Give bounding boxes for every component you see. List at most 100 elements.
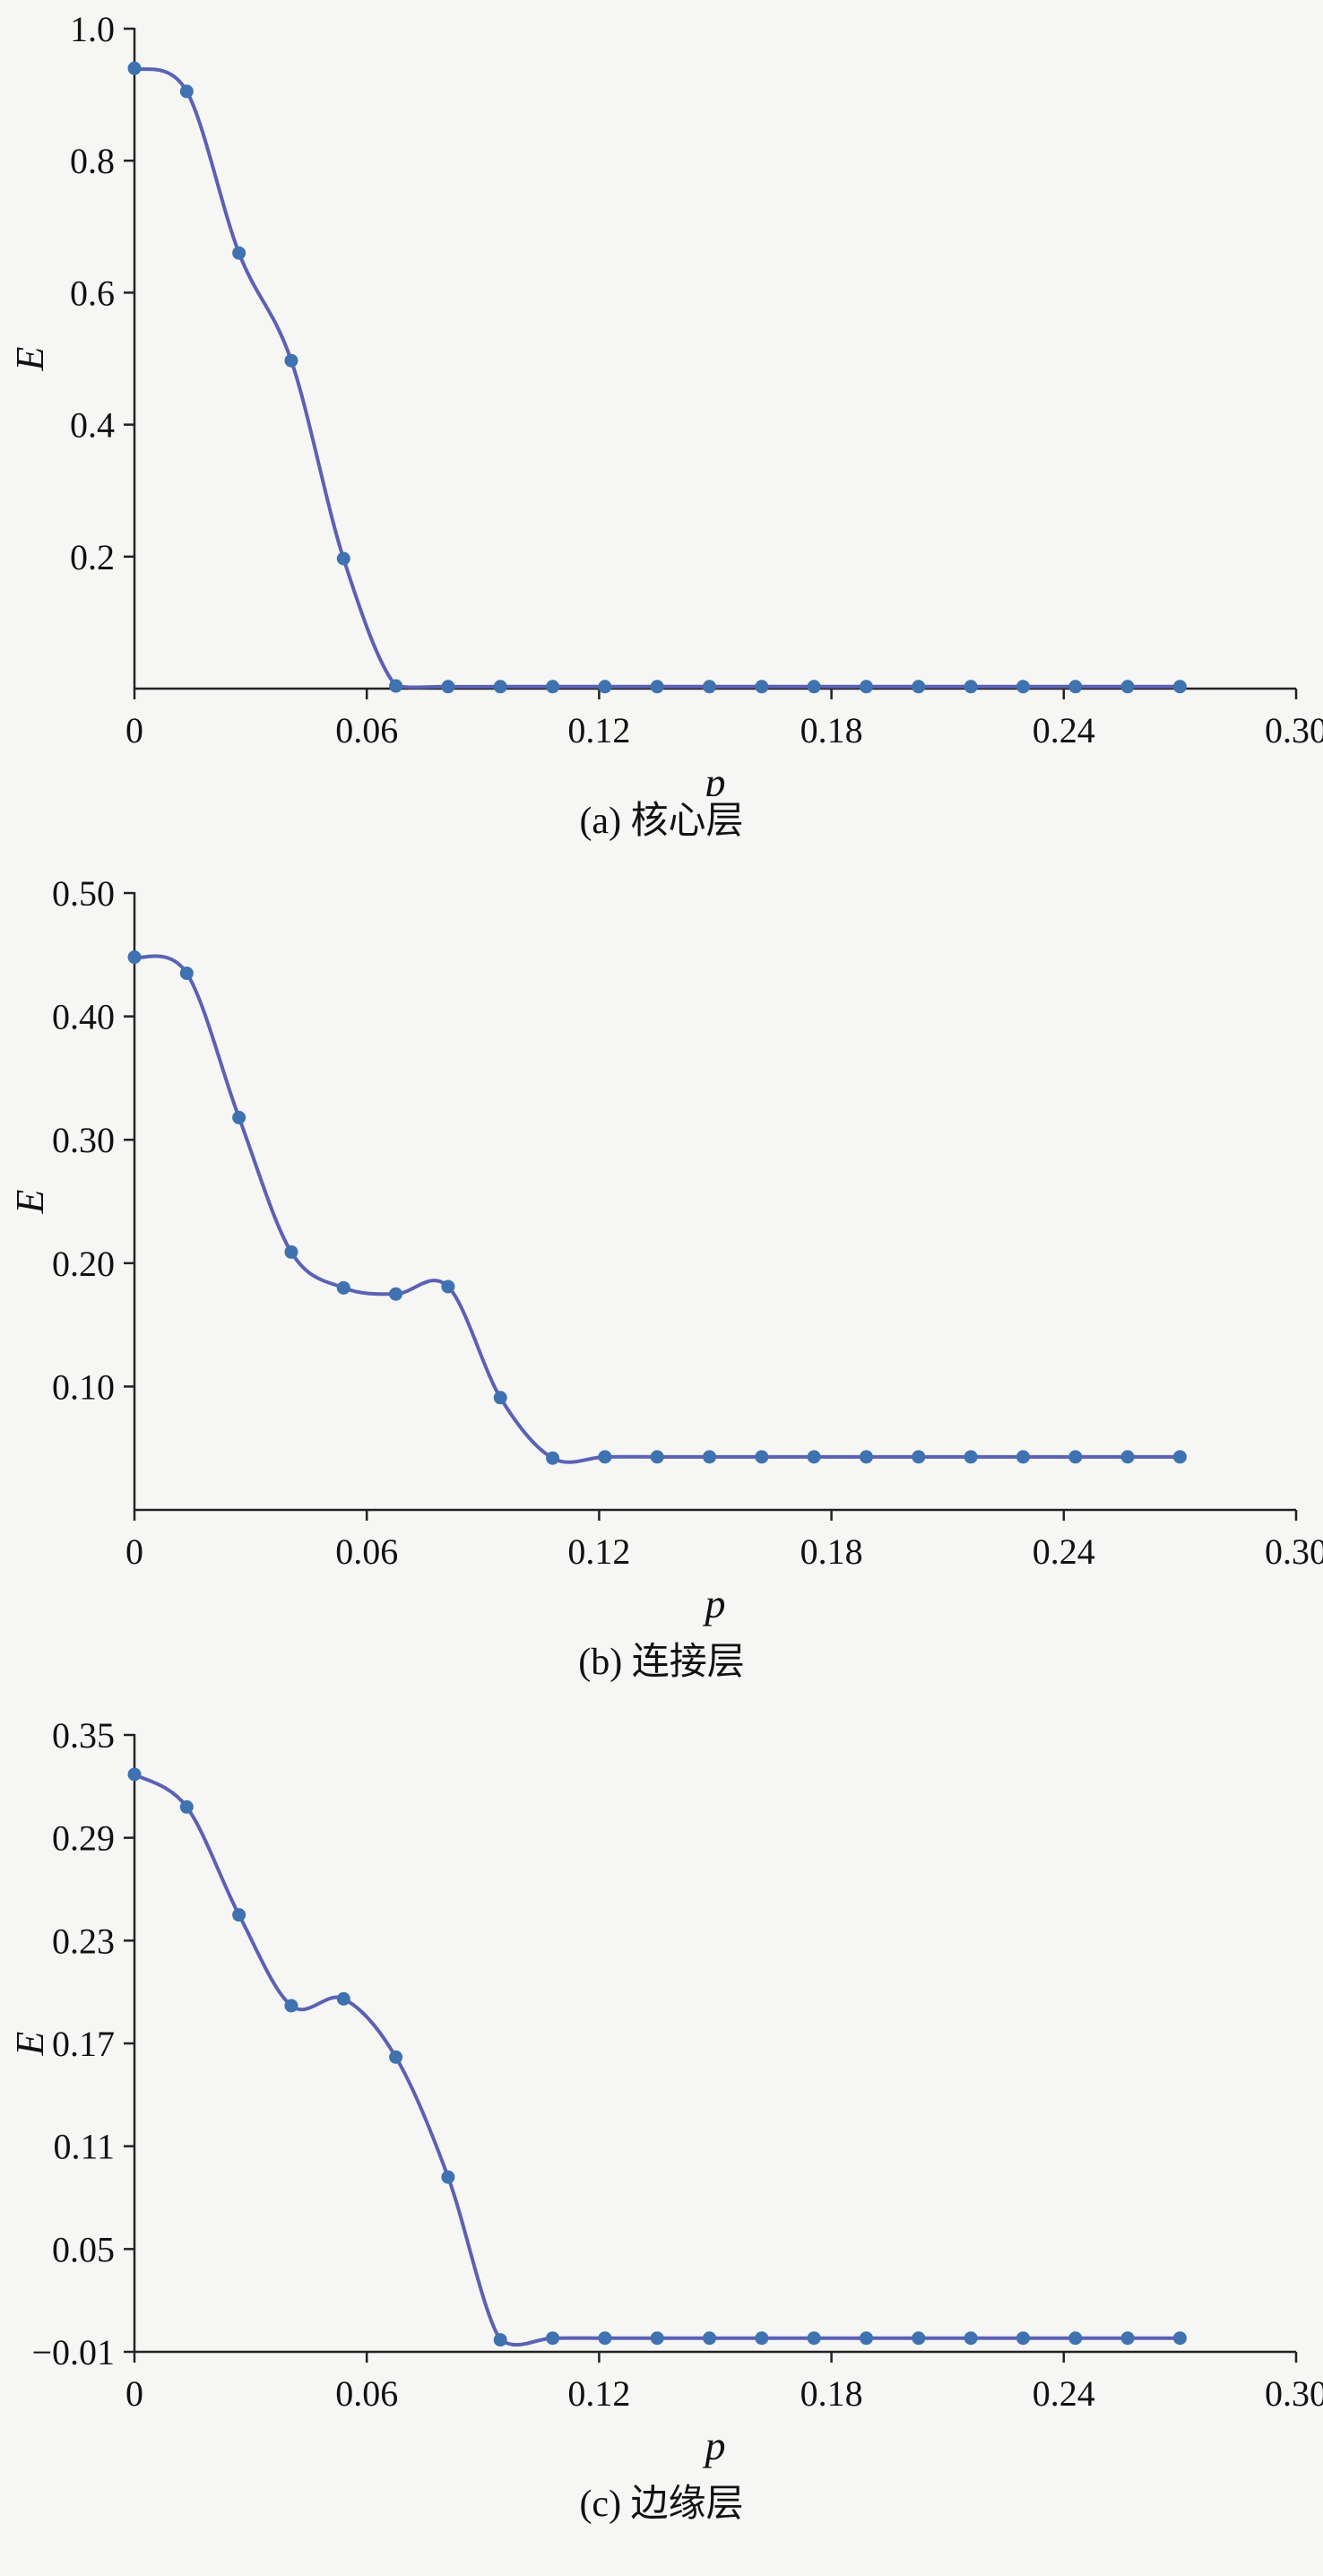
y-tick-label: 0.35 <box>52 1715 115 1756</box>
data-point <box>179 967 194 981</box>
data-point <box>493 680 507 694</box>
data-point <box>755 1450 769 1464</box>
data-point <box>441 680 455 694</box>
connection-layer-plot-canvas: 0 0.06 0.12 0.18 0.24 0.30 0.10 0.20 0.30 0.40 0.5… <box>8 873 1323 1626</box>
data-point <box>546 1452 560 1466</box>
y-tick-label: 0.2 <box>70 537 115 577</box>
data-point <box>964 1450 978 1464</box>
data-point <box>964 680 978 694</box>
data-point <box>703 1450 717 1464</box>
data-point <box>859 680 873 694</box>
data-point <box>179 1800 194 1814</box>
data-point <box>493 1391 507 1405</box>
data-point <box>598 2330 612 2345</box>
x-tick-label: 0.18 <box>800 1531 863 1572</box>
data-point <box>650 1450 664 1464</box>
core-layer-caption: (a) 核心层 <box>579 801 744 842</box>
data-point <box>1068 1450 1083 1464</box>
data-point <box>859 2330 873 2345</box>
data-point <box>232 1907 246 1921</box>
data-point <box>179 84 194 99</box>
y-tick-label: 0.4 <box>70 405 115 446</box>
data-point <box>336 551 350 566</box>
y-tick-label: 0.23 <box>52 1921 115 1961</box>
y-tick-label: 0.30 <box>52 1120 115 1160</box>
data-point <box>650 2330 664 2345</box>
data-point <box>1068 680 1083 694</box>
data-point <box>598 680 612 694</box>
connection-layer-caption: (b) 连接层 <box>578 1642 745 1684</box>
data-point <box>546 680 560 694</box>
data-point <box>755 2330 769 2345</box>
data-point <box>703 680 717 694</box>
data-point <box>284 353 298 368</box>
data-point <box>232 246 246 260</box>
x-tick-label: 0.06 <box>335 2373 398 2414</box>
y-tick-label: −0.01 <box>31 2332 115 2372</box>
y-axis-label: E <box>8 2031 52 2056</box>
data-point <box>441 1279 455 1294</box>
data-point <box>127 950 142 965</box>
x-tick-label: 0.12 <box>567 2373 630 2414</box>
data-point <box>493 2332 507 2346</box>
data-point <box>336 1281 350 1296</box>
y-tick-label: 0.20 <box>52 1244 115 1284</box>
data-point <box>546 2330 560 2345</box>
x-tick-label: 0.30 <box>1265 710 1323 750</box>
y-tick-label: 0.10 <box>52 1367 115 1408</box>
data-point <box>912 2330 926 2345</box>
y-tick-label: 0.11 <box>53 2126 115 2166</box>
data-point <box>1120 2330 1135 2345</box>
data-point <box>1016 1450 1030 1464</box>
data-point <box>441 2170 455 2184</box>
y-tick-label: 0.8 <box>70 141 115 181</box>
x-axis-label: p <box>703 2423 726 2468</box>
data-point <box>336 1991 350 2006</box>
y-tick-label: 0.17 <box>52 2024 115 2064</box>
data-point <box>912 680 926 694</box>
x-tick-label: 0 <box>125 2373 143 2414</box>
x-tick-label: 0.30 <box>1265 1531 1323 1572</box>
y-tick-label: 0.05 <box>52 2229 115 2269</box>
y-tick-label: 0.40 <box>52 997 115 1037</box>
data-point <box>1068 2330 1083 2345</box>
core-layer-plot-canvas: 0 0.06 0.12 0.18 0.24 0.30 0.2 0.4 0.6 0.8 1.0 Ep <box>8 9 1323 796</box>
x-tick-label: 0.30 <box>1265 2373 1323 2414</box>
data-point <box>389 679 403 693</box>
x-tick-label: 0.12 <box>567 710 630 750</box>
x-tick-label: 0.24 <box>1033 2373 1095 2414</box>
y-tick-label: 0.50 <box>52 873 115 914</box>
y-axis-label: E <box>8 1190 52 1215</box>
data-point <box>232 1111 246 1125</box>
data-point <box>703 2330 717 2345</box>
edge-layer-plot-canvas: 0 0.06 0.12 0.18 0.24 0.30 −0.01 0.05 0.11 0.17 0.… <box>8 1715 1323 2468</box>
x-axis-label: p <box>703 1581 726 1626</box>
y-tick-label: 0.6 <box>70 273 115 313</box>
data-point <box>912 1450 926 1464</box>
x-tick-label: 0 <box>125 1531 143 1572</box>
chart-connection-layer: 0 0.06 0.12 0.18 0.24 0.30 0.10 0.20 0.30 0.40 0.5… <box>0 866 1323 1707</box>
data-point <box>127 61 142 75</box>
chart-edge-layer: 0 0.06 0.12 0.18 0.24 0.30 −0.01 0.05 0.11 0.17 0.… <box>0 1708 1323 2549</box>
data-point <box>1172 1450 1187 1464</box>
data-point <box>807 680 821 694</box>
data-point <box>1016 2330 1030 2345</box>
data-point <box>1016 680 1030 694</box>
x-axis-label: p <box>703 759 726 796</box>
x-tick-label: 0.06 <box>335 710 398 750</box>
data-point <box>807 1450 821 1464</box>
y-tick-label: 0.29 <box>52 1817 115 1858</box>
x-tick-label: 0.24 <box>1033 1531 1095 1572</box>
x-tick-label: 0.18 <box>800 2373 863 2414</box>
data-point <box>1120 680 1135 694</box>
data-point <box>389 1287 403 1301</box>
series-line <box>133 66 1182 690</box>
data-point <box>859 1450 873 1464</box>
x-tick-label: 0.18 <box>800 710 863 750</box>
data-point <box>650 680 664 694</box>
data-point <box>1172 2330 1187 2345</box>
x-tick-label: 0.06 <box>335 1531 398 1572</box>
y-tick-label: 1.0 <box>70 9 115 49</box>
